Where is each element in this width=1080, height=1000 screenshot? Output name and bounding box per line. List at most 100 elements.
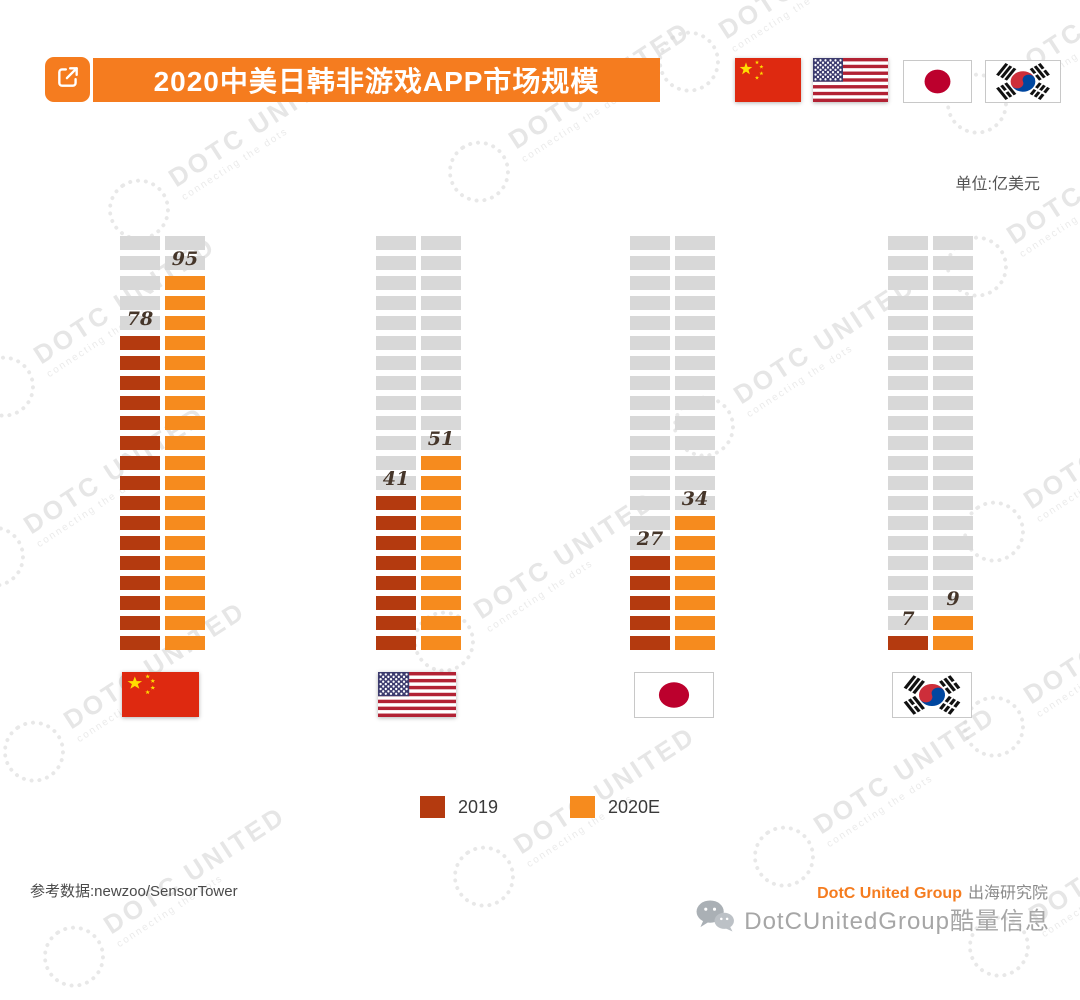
bar-2019: 27 <box>630 236 670 656</box>
source-note: 参考数据:newzoo/SensorTower <box>30 883 238 900</box>
share-icon <box>55 64 81 95</box>
bar-2020E: 95 <box>165 236 205 656</box>
brick-empty <box>165 256 205 270</box>
brick-empty <box>888 476 928 490</box>
brick-empty <box>888 356 928 370</box>
brick-empty <box>630 476 670 490</box>
brick-empty <box>376 376 416 390</box>
brick-filled <box>165 636 205 650</box>
brick-filled <box>675 556 715 570</box>
brick-empty <box>888 276 928 290</box>
bar-value-label: 7 <box>901 608 915 630</box>
brick-filled <box>165 616 205 630</box>
flag-china-icon <box>735 58 801 102</box>
brick-empty <box>888 436 928 450</box>
category-flag-japan-icon <box>634 672 714 718</box>
brick-empty <box>630 376 670 390</box>
wechat-watermark: DotCUnitedGroup酷量信息 <box>695 899 1050 937</box>
brick-empty <box>376 256 416 270</box>
brick-empty <box>675 316 715 330</box>
brick-filled <box>120 536 160 550</box>
brick-filled <box>165 516 205 530</box>
brick-filled <box>165 376 205 390</box>
brick-empty <box>376 476 416 490</box>
brick-empty <box>421 356 461 370</box>
brick-filled <box>165 416 205 430</box>
brick-empty <box>933 516 973 530</box>
brick-empty <box>376 236 416 250</box>
brick-empty <box>376 456 416 470</box>
brick-filled <box>421 636 461 650</box>
flag-japan-icon <box>903 60 972 103</box>
brick-empty <box>933 336 973 350</box>
brick-filled <box>120 336 160 350</box>
flag-korea-icon <box>985 60 1061 103</box>
brick-empty <box>630 316 670 330</box>
bar-2020E: 9 <box>933 236 973 656</box>
brick-filled <box>376 556 416 570</box>
bar-value-label: 51 <box>427 428 455 450</box>
brick-empty <box>675 456 715 470</box>
brick-filled <box>120 356 160 370</box>
brick-empty <box>888 256 928 270</box>
brick-empty <box>630 496 670 510</box>
brick-empty <box>933 316 973 330</box>
brick-empty <box>376 316 416 330</box>
unit-label: 单位:亿美元 <box>955 176 1040 193</box>
brick-empty <box>120 276 160 290</box>
brick-empty <box>933 296 973 310</box>
brick-filled <box>165 496 205 510</box>
brick-empty <box>421 316 461 330</box>
brick-empty <box>421 436 461 450</box>
brick-empty <box>933 256 973 270</box>
brick-filled <box>165 336 205 350</box>
brick-empty <box>421 416 461 430</box>
category-flag-usa-icon <box>378 672 456 717</box>
brick-empty <box>120 236 160 250</box>
brick-empty <box>888 416 928 430</box>
bar-value-label: 41 <box>382 468 410 490</box>
brick-empty <box>421 336 461 350</box>
brick-empty <box>421 296 461 310</box>
brick-empty <box>675 376 715 390</box>
brick-empty <box>421 236 461 250</box>
brick-empty <box>675 356 715 370</box>
category-flag-china-icon <box>122 672 199 717</box>
brick-filled <box>165 356 205 370</box>
brick-filled <box>165 296 205 310</box>
brick-empty <box>675 436 715 450</box>
brand-secondary: 出海研究院 <box>967 885 1048 902</box>
brick-filled <box>376 536 416 550</box>
brick-empty <box>888 456 928 470</box>
brick-filled <box>120 456 160 470</box>
brick-empty <box>888 536 928 550</box>
brick-empty <box>675 256 715 270</box>
category-flag-korea-icon <box>892 672 972 718</box>
brick-empty <box>675 276 715 290</box>
brick-empty <box>675 416 715 430</box>
brick-empty <box>933 596 973 610</box>
brick-empty <box>675 496 715 510</box>
brick-empty <box>675 396 715 410</box>
brick-empty <box>888 296 928 310</box>
chart: 78 95 41 51 27 34 7 9 <box>120 236 973 656</box>
brick-empty <box>933 236 973 250</box>
legend-item-2020E: 2020E <box>569 796 660 818</box>
brick-empty <box>888 516 928 530</box>
brick-filled <box>120 376 160 390</box>
brick-empty <box>376 436 416 450</box>
brick-empty <box>888 556 928 570</box>
brick-empty <box>630 276 670 290</box>
bar-group-3: 27 34 <box>630 236 715 656</box>
wechat-icon <box>695 899 735 937</box>
brick-empty <box>376 276 416 290</box>
brick-filled <box>630 596 670 610</box>
bar-value-label: 27 <box>636 528 664 550</box>
share-badge <box>45 57 90 102</box>
legend-swatch <box>419 796 445 818</box>
brick-filled <box>120 516 160 530</box>
brick-empty <box>888 616 928 630</box>
brick-empty <box>933 576 973 590</box>
legend-item-2019: 2019 <box>419 796 498 818</box>
brick-empty <box>630 456 670 470</box>
